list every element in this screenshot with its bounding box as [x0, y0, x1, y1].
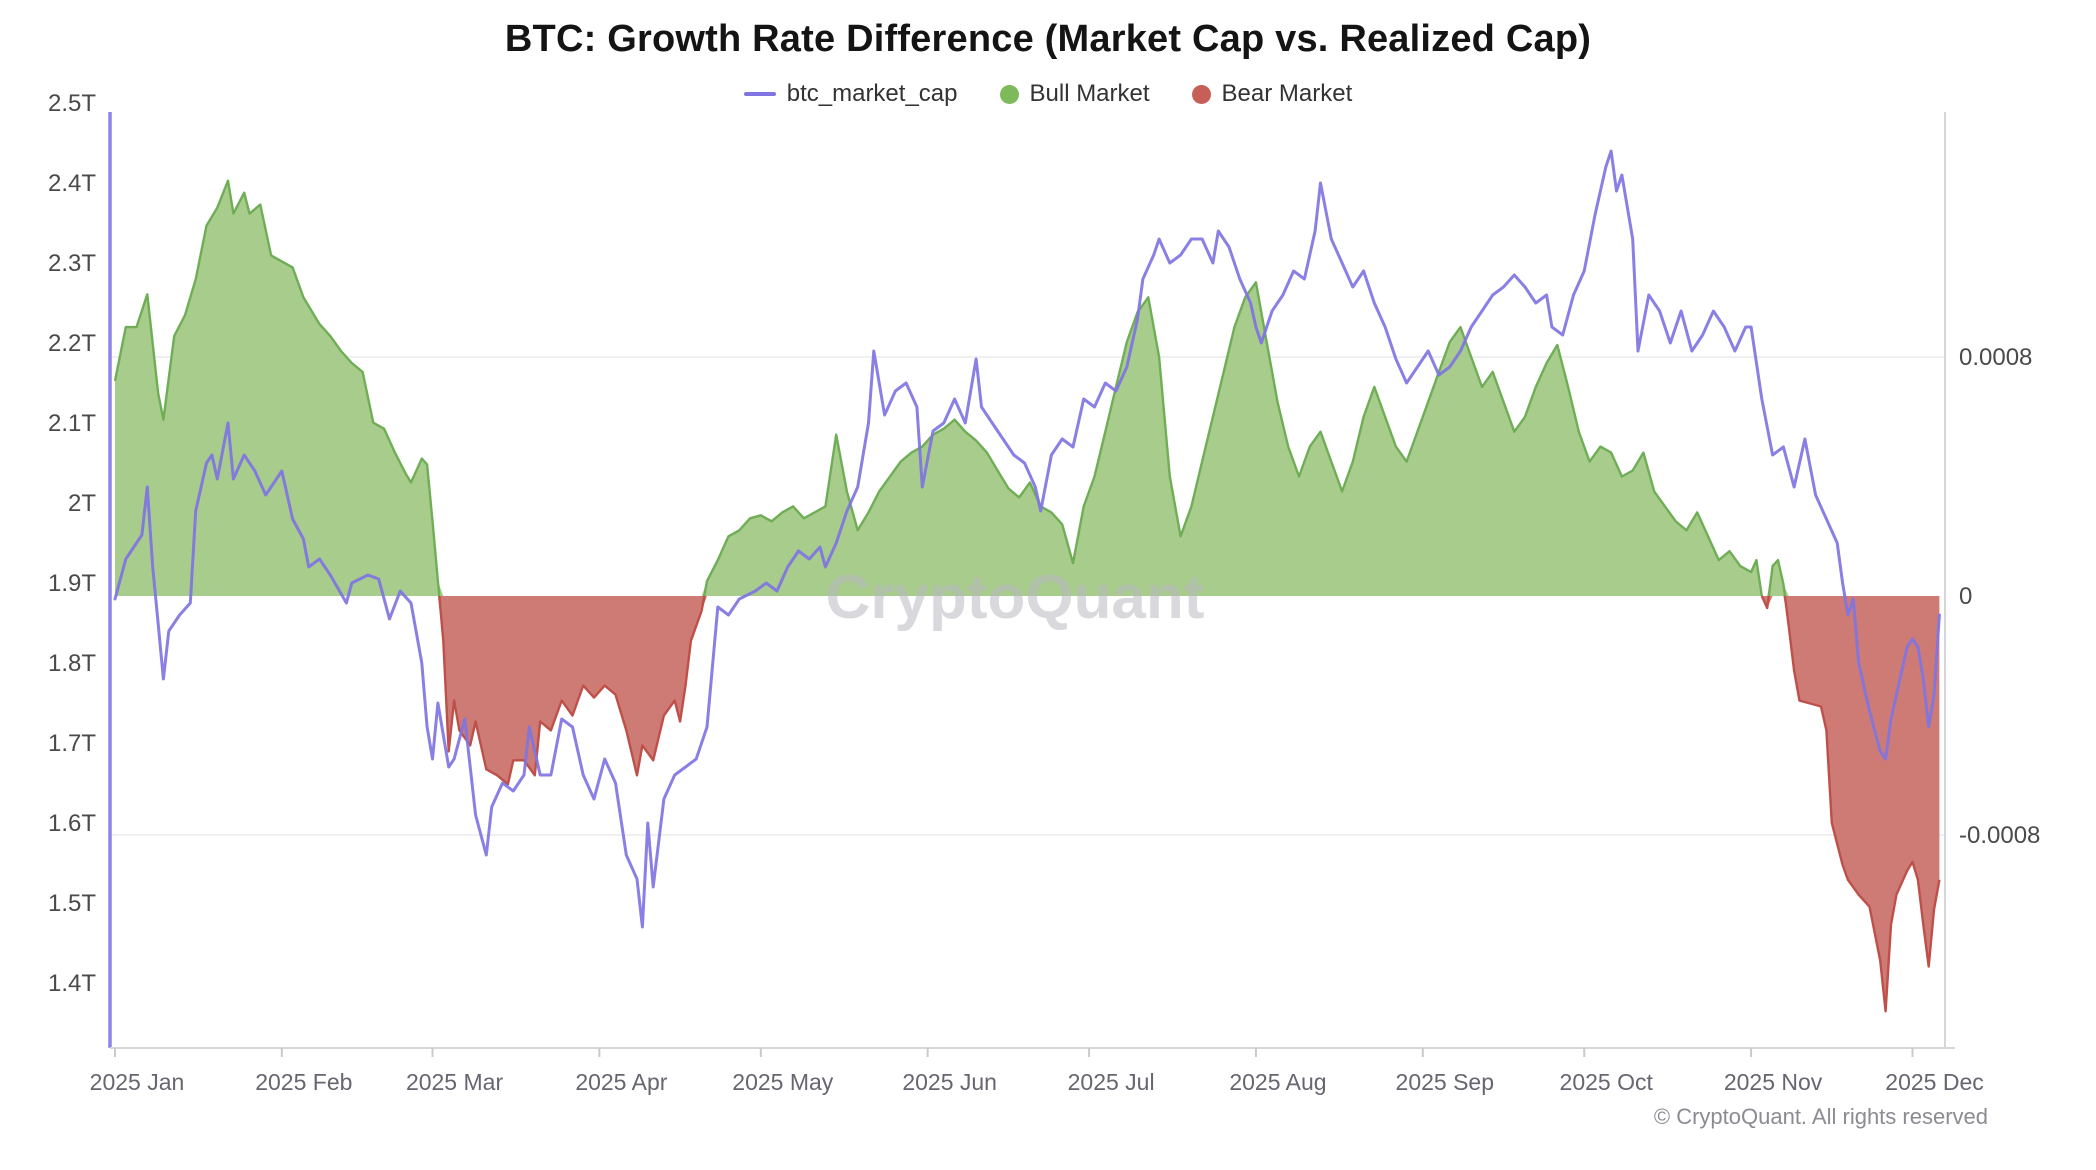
- x-axis-label: 2025 Apr: [575, 1069, 667, 1095]
- y-axis-left-label: 2.3T: [48, 250, 96, 277]
- x-axis-label: 2025 Sep: [1396, 1069, 1494, 1095]
- x-axis-label: 2025 Jul: [1068, 1069, 1155, 1095]
- dot-swatch-icon: [999, 84, 1019, 104]
- bull-market-area: [115, 180, 1940, 596]
- y-axis-left-label: 2T: [68, 490, 96, 517]
- legend-item-bear_market[interactable]: Bear Market: [1191, 80, 1353, 108]
- x-axis-label: 2025 Mar: [406, 1069, 504, 1095]
- y-axis-right-label: -0.0008: [1959, 822, 2040, 849]
- bull-market-edge: [703, 281, 1763, 597]
- x-axis-label: 2025 Feb: [255, 1069, 352, 1095]
- y-axis-left-label: 2.4T: [48, 170, 96, 197]
- bull-market-edge: [1767, 558, 1787, 597]
- copyright-text: © CryptoQuant. All rights reserved: [1653, 1104, 1988, 1129]
- legend-label: Bear Market: [1221, 80, 1353, 107]
- y-axis-left-label: 1.9T: [48, 570, 96, 597]
- legend-label: Bull Market: [1029, 80, 1150, 107]
- y-axis-right-label: 0.0008: [1959, 344, 2032, 371]
- x-axis-label: 2025 Jun: [902, 1069, 997, 1095]
- y-axis-left-label: 2.1T: [48, 410, 96, 437]
- dot-swatch-icon: [1191, 84, 1211, 104]
- x-axis-label: 2025 Oct: [1560, 1069, 1654, 1095]
- y-axis-right-label: 0: [1959, 583, 1972, 610]
- watermark-text: CryptoQuant: [826, 563, 1205, 632]
- x-axis-label: 2025 Nov: [1724, 1069, 1823, 1095]
- bear-market-edge: [1760, 595, 1770, 610]
- x-axis-label: 2025 Dec: [1885, 1069, 1983, 1095]
- y-axis-left-label: 1.6T: [48, 810, 96, 837]
- bear-market-edge: [1783, 595, 1941, 1013]
- legend-item-bull_market[interactable]: Bull Market: [999, 80, 1150, 108]
- btc-market-cap-line: [113, 149, 1941, 929]
- y-axis-left-label: 1.5T: [48, 890, 96, 917]
- y-axis-left-label: 1.8T: [48, 650, 96, 677]
- chart-legend: btc_market_cap Bull Market Bear Market: [0, 80, 2096, 108]
- bull-market-edge: [113, 179, 441, 597]
- bear-market-area: [115, 596, 1940, 1012]
- legend-label: btc_market_cap: [786, 80, 958, 107]
- x-axis-label: 2025 Aug: [1229, 1069, 1326, 1095]
- y-axis-left-label: 1.7T: [48, 730, 96, 757]
- y-axis-left-label: 2.5T: [48, 90, 96, 117]
- x-axis-label: 2025 Jan: [90, 1069, 185, 1095]
- x-axis-label: 2025 May: [732, 1069, 834, 1095]
- bear-market-edge: [438, 595, 706, 786]
- chart-title: BTC: Growth Rate Difference (Market Cap …: [504, 18, 1592, 60]
- y-axis-left-label: 2.2T: [48, 330, 96, 357]
- legend-item-btc_market_cap[interactable]: btc_market_cap: [743, 80, 958, 108]
- y-axis-left-label: 1.4T: [48, 970, 96, 997]
- line-swatch-icon: [743, 92, 776, 96]
